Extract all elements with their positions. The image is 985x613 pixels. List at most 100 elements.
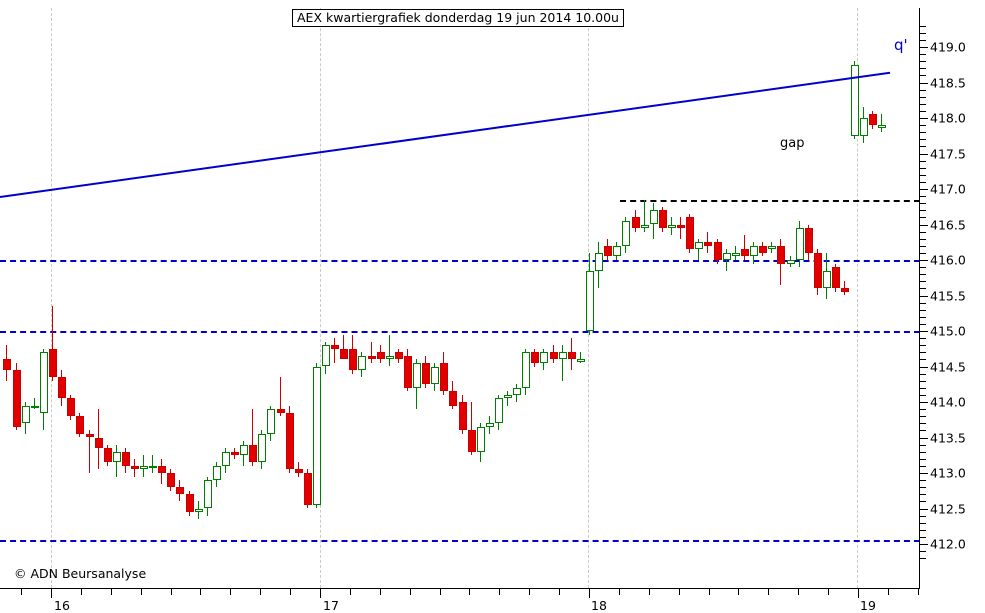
y-axis-minor-tick — [920, 416, 926, 418]
candlestick — [704, 8, 712, 588]
candle-wick — [389, 334, 390, 367]
candle-body — [186, 494, 194, 513]
candlestick — [349, 8, 357, 588]
candlestick — [732, 8, 740, 588]
plot-right-border — [919, 8, 920, 588]
candle-body — [86, 433, 94, 438]
y-axis-minor-tick — [920, 338, 926, 340]
candle-body — [823, 270, 831, 289]
candlestick — [231, 8, 239, 588]
x-axis: 16 17 18 19 — [0, 589, 920, 613]
y-axis-tick-label: 412.0 — [930, 536, 966, 552]
candlestick — [513, 8, 521, 588]
candlestick — [404, 8, 412, 588]
candlestick — [195, 8, 203, 588]
candle-body — [732, 252, 740, 257]
candle-body — [277, 409, 285, 413]
y-axis: 419.0 418.5 418.0 417.5 417.0 416.5 416.0 415.5… — [920, 0, 985, 611]
y-axis-minor-tick — [920, 61, 926, 63]
candlestick — [632, 8, 640, 588]
y-axis-minor-tick — [920, 359, 926, 361]
y-axis-minor-tick — [920, 501, 926, 503]
x-axis-major-tick — [589, 589, 590, 598]
vertical-gridline-16 — [51, 8, 52, 588]
candlestick — [258, 8, 266, 588]
y-axis-tick-label: 419.0 — [930, 39, 966, 55]
candle-body — [158, 465, 166, 473]
x-axis-tick-label: 19 — [860, 598, 876, 613]
y-axis-minor-tick — [920, 146, 926, 148]
candlestick — [522, 8, 530, 588]
y-axis-tick-label: 417.0 — [930, 181, 966, 197]
candle-body — [3, 359, 11, 371]
candle-body — [267, 409, 275, 434]
candle-wick — [707, 231, 708, 253]
candlestick — [222, 8, 230, 588]
y-axis-minor-tick — [920, 252, 926, 254]
y-axis-minor-tick — [920, 558, 926, 560]
candlestick — [104, 8, 112, 588]
candle-body — [851, 64, 859, 136]
y-axis-tick-label: 412.5 — [930, 501, 966, 516]
x-axis-minor-tick — [499, 589, 500, 595]
plot-bottom-border — [0, 588, 920, 589]
candle-body — [832, 267, 840, 289]
candlestick — [759, 8, 767, 588]
x-axis-tick-label: 18 — [591, 598, 607, 613]
candlestick — [613, 8, 621, 588]
y-axis-minor-tick — [920, 345, 926, 347]
reference-line-support-416 — [0, 260, 920, 262]
y-axis-minor-tick — [920, 487, 926, 489]
candle-body — [586, 270, 594, 331]
candlestick — [277, 8, 285, 588]
y-axis-tick-label: 418.0 — [930, 110, 966, 126]
y-axis-minor-tick — [920, 302, 926, 304]
candle-body — [222, 451, 230, 466]
candle-body — [286, 412, 294, 470]
candlestick — [313, 8, 321, 588]
candlestick — [531, 8, 539, 588]
candle-wick — [152, 455, 153, 473]
candlestick — [787, 8, 795, 588]
y-axis-minor-tick — [920, 217, 926, 219]
candlestick — [122, 8, 130, 588]
candlestick — [322, 8, 330, 588]
y-axis-minor-tick — [920, 394, 926, 396]
x-axis-minor-tick — [798, 589, 799, 595]
y-axis-minor-tick — [920, 430, 926, 432]
y-axis-minor-tick — [920, 409, 926, 411]
y-axis-minor-tick — [920, 423, 926, 425]
candle-body — [632, 217, 640, 229]
x-axis-minor-tick — [738, 589, 739, 595]
y-axis-major-tick — [920, 189, 928, 190]
candle-body — [777, 245, 785, 264]
candlestick — [3, 8, 11, 588]
candlestick — [240, 8, 248, 588]
candle-body — [714, 242, 722, 260]
candlestick — [841, 8, 849, 588]
candle-wick — [280, 377, 281, 417]
candle-wick — [744, 235, 745, 260]
y-axis-minor-tick — [920, 181, 926, 183]
x-axis-minor-tick — [679, 589, 680, 595]
candle-body — [577, 359, 585, 362]
y-axis-minor-tick — [920, 522, 926, 524]
x-axis-minor-tick — [469, 589, 470, 595]
y-axis-major-tick — [920, 331, 928, 332]
candle-body — [76, 416, 84, 434]
candlestick — [823, 8, 831, 588]
candle-body — [595, 252, 603, 271]
candle-body — [723, 252, 731, 260]
x-axis-minor-tick — [141, 589, 142, 595]
candle-body — [805, 228, 813, 253]
candlestick — [395, 8, 403, 588]
candlestick — [832, 8, 840, 588]
candlestick — [358, 8, 366, 588]
candle-body — [814, 252, 822, 289]
y-axis-minor-tick — [920, 245, 926, 247]
candle-wick — [562, 345, 563, 381]
candlestick — [213, 8, 221, 588]
candle-body — [176, 487, 184, 495]
y-axis-tick-label: 414.0 — [930, 394, 966, 410]
